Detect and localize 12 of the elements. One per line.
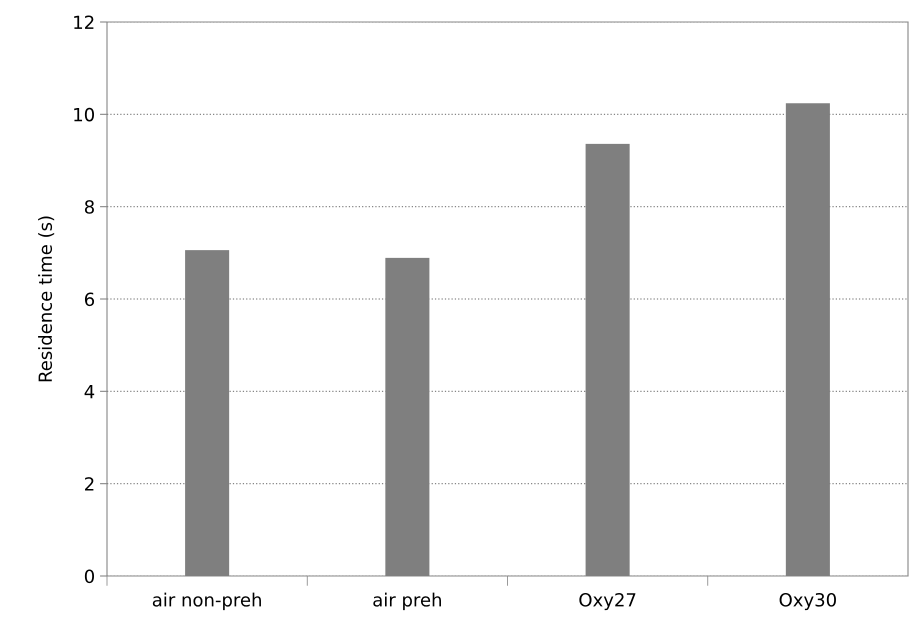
y-axis-title: Residence time (s) (38, 216, 54, 382)
y-tick-label: 4 (84, 385, 94, 398)
y-tick-label: 0 (84, 569, 94, 584)
x-tick-label: Oxy27 (579, 592, 636, 610)
y-tick-label: 12 (74, 15, 94, 29)
x-tick-label: air non-preh (152, 592, 261, 610)
y-tick-label: 8 (84, 200, 94, 214)
y-tick-label: 10 (74, 108, 94, 122)
y-tick-label: 2 (85, 477, 94, 491)
x-tick-label: air preh (373, 592, 441, 610)
x-tick-label: Oxy30 (780, 592, 836, 610)
y-tick-label: 6 (84, 292, 94, 306)
